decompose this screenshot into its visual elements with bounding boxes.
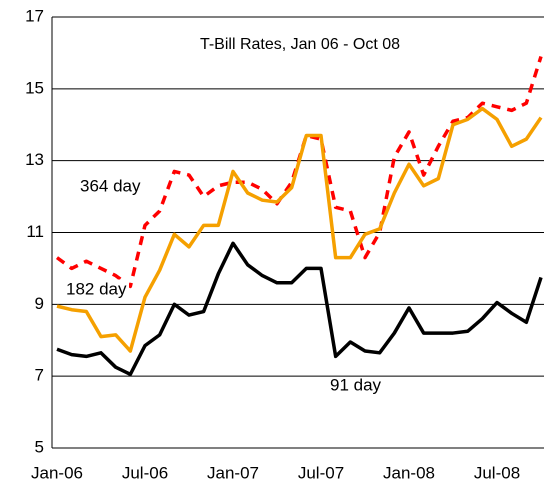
- line-series: [56, 106, 543, 353]
- series-label: 91 day: [330, 375, 382, 394]
- y-tick-label: 5: [35, 437, 44, 456]
- line-series: [56, 241, 543, 377]
- y-tick-label: 17: [25, 6, 44, 25]
- x-tick-label: Jul-08: [474, 463, 520, 482]
- x-tick-label: Jan-06: [31, 463, 83, 482]
- x-tick-label: Jul-06: [122, 463, 168, 482]
- x-tick-label: Jan-07: [207, 463, 259, 482]
- series-label: 364 day: [80, 176, 141, 195]
- y-tick-label: 11: [26, 222, 44, 241]
- y-tick-label: 13: [25, 150, 44, 169]
- x-tick-label: Jan-08: [383, 463, 435, 482]
- line-series: [55, 55, 543, 289]
- x-tick-label: Jul-07: [298, 463, 344, 482]
- y-tick-label: 15: [25, 78, 44, 97]
- series-label: 182 day: [66, 279, 127, 298]
- y-tick-label: 7: [35, 366, 44, 385]
- chart-title: T-Bill Rates, Jan 06 - Oct 08: [200, 36, 400, 53]
- label-background: [64, 279, 129, 299]
- y-tick-label: 9: [35, 294, 44, 313]
